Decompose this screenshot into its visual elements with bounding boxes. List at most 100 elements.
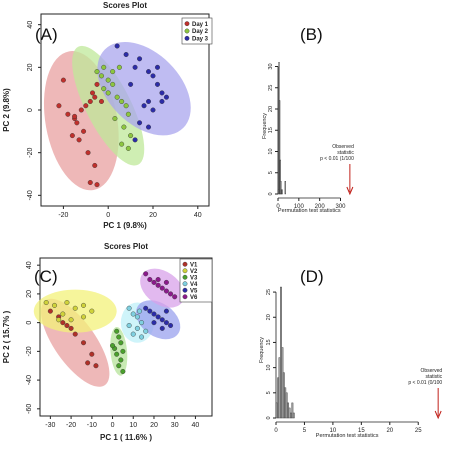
x-tick-label: 20: [150, 422, 158, 429]
data-point: [81, 128, 87, 134]
y-tick-label: 15: [268, 127, 274, 133]
data-point: [154, 64, 160, 70]
data-point: [64, 323, 70, 329]
data-point: [119, 98, 125, 104]
y-tick-label: 20: [27, 63, 34, 71]
data-point: [159, 285, 165, 291]
data-point: [76, 137, 82, 143]
histogram-bar: [279, 159, 281, 195]
chart-title: Scores Plot: [104, 242, 148, 251]
observed-arrow-head: [434, 410, 442, 420]
x-tick-label: 0: [274, 428, 278, 434]
y-axis-label: Frequency: [259, 337, 265, 363]
y-tick-label: 25: [266, 289, 272, 295]
data-point: [47, 308, 53, 314]
observed-arrow-head: [346, 186, 354, 196]
histogram-bar: [291, 402, 294, 419]
panel-label: (A): [35, 25, 58, 44]
y-axis-label: PC 2 (9.8%): [2, 88, 11, 132]
y-tick-label: -20: [27, 148, 34, 158]
data-point: [134, 314, 140, 320]
data-point: [68, 317, 74, 323]
legend-marker: [182, 287, 188, 293]
data-point: [125, 145, 131, 151]
y-tick-label: 0: [26, 321, 33, 325]
y-tick-label: 15: [266, 339, 272, 345]
histogram-bar: [282, 372, 285, 419]
data-point: [155, 282, 161, 288]
y-tick-label: 10: [268, 148, 274, 154]
histogram-bar: [279, 100, 281, 195]
data-point: [134, 325, 140, 331]
data-point: [68, 325, 74, 331]
data-point: [150, 107, 156, 113]
data-point: [60, 320, 66, 326]
x-tick-label: 10: [129, 422, 137, 429]
histogram-bar: [284, 181, 286, 195]
panel-label: (D): [300, 267, 324, 286]
data-point: [143, 328, 149, 334]
data-point: [146, 124, 152, 130]
data-point: [150, 73, 156, 79]
legend-marker: [182, 268, 188, 274]
data-point: [105, 77, 111, 83]
histogram-bar: [284, 387, 287, 419]
histogram-bar: [278, 357, 281, 419]
y-tick-label: 40: [27, 21, 34, 29]
data-point: [90, 90, 96, 96]
data-point: [123, 52, 129, 58]
y-tick-label: 10: [266, 365, 272, 371]
confidence-ellipse: [72, 45, 145, 166]
x-tick-label: -20: [66, 422, 76, 429]
histogram-bar: [288, 407, 291, 419]
x-axis-label: PC 1 ( 11.6% ): [100, 433, 152, 442]
data-point: [147, 277, 153, 283]
data-point: [81, 340, 87, 346]
data-point: [120, 368, 126, 374]
data-point: [136, 308, 142, 314]
legend-label: Day 2: [192, 29, 209, 35]
data-point: [137, 120, 143, 126]
panel-label: (B): [300, 25, 323, 44]
data-point: [146, 69, 152, 75]
data-point: [154, 81, 160, 87]
x-tick-label: -30: [45, 422, 55, 429]
data-point: [87, 180, 93, 186]
data-point: [141, 103, 147, 109]
y-axis-label: Frequency: [262, 113, 268, 139]
data-point: [114, 351, 120, 357]
data-point: [56, 103, 62, 109]
data-point: [121, 124, 127, 130]
data-point: [74, 120, 80, 126]
data-point: [143, 271, 149, 277]
x-axis-label: Permutation test statistics: [278, 208, 341, 214]
legend-marker: [184, 28, 190, 34]
data-point: [159, 317, 165, 323]
data-point: [69, 133, 75, 139]
y-tick-label: 20: [268, 106, 274, 112]
x-tick-label: 5: [303, 428, 307, 434]
data-point: [143, 305, 149, 311]
panel-label: (C): [34, 267, 58, 286]
data-point: [98, 73, 104, 79]
y-tick-label: 25: [268, 85, 274, 91]
histogram-bar: [290, 412, 292, 419]
x-tick-label: -10: [87, 422, 97, 429]
y-tick-label: -20: [26, 346, 33, 356]
data-point: [81, 314, 87, 320]
y-tick-label: -40: [26, 375, 33, 385]
data-point: [168, 323, 174, 329]
data-point: [60, 77, 66, 83]
data-point: [94, 81, 100, 87]
histogram-panel-1: 0 100 200 300 0 5 10 15 20 25 30 Permutation test s…: [262, 25, 354, 214]
data-point: [93, 363, 99, 369]
annotation-text: Observed: [420, 368, 442, 374]
data-point: [132, 64, 138, 70]
data-point: [60, 311, 66, 317]
data-point: [85, 360, 91, 366]
data-point: [92, 94, 98, 100]
histogram-bar: [287, 402, 290, 419]
confidence-ellipse: [33, 289, 117, 333]
data-point: [72, 113, 78, 119]
data-point: [110, 69, 116, 75]
